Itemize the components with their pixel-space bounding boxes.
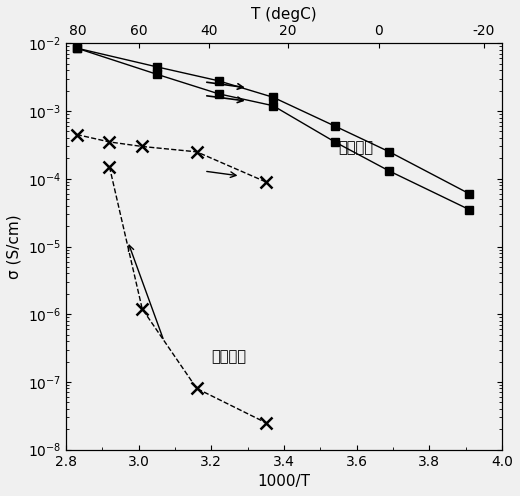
Text: 比較例１: 比較例１ — [211, 350, 246, 365]
Y-axis label: σ (S/cm): σ (S/cm) — [7, 214, 22, 279]
Text: 実施例１: 実施例１ — [339, 140, 373, 155]
X-axis label: T (degC): T (degC) — [251, 7, 317, 22]
X-axis label: 1000/T: 1000/T — [257, 474, 310, 489]
